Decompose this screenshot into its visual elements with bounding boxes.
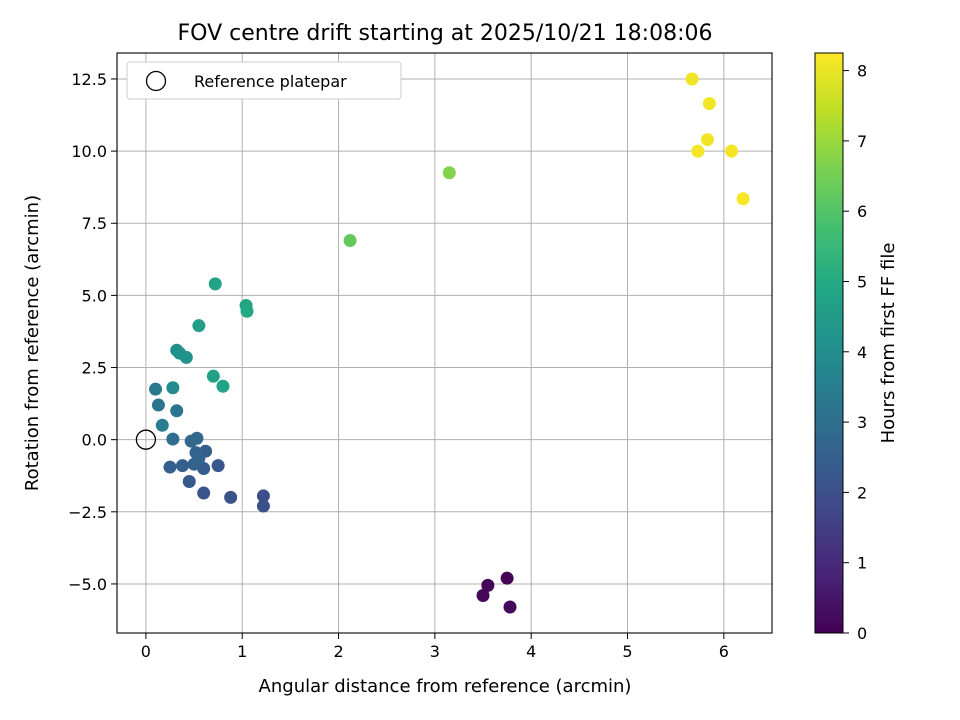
y-tick-label: −5.0 bbox=[68, 575, 107, 594]
data-points bbox=[135, 72, 750, 614]
y-tick-label: 0.0 bbox=[82, 431, 107, 450]
data-point bbox=[179, 350, 193, 364]
colorbar-tick-label: 4 bbox=[857, 343, 867, 362]
data-point bbox=[166, 381, 180, 395]
legend-label: Reference platepar bbox=[194, 72, 347, 91]
data-point bbox=[224, 490, 238, 504]
x-tick-label: 6 bbox=[719, 642, 729, 661]
plot-frame bbox=[116, 52, 773, 634]
data-point bbox=[343, 234, 357, 248]
x-tick-label: 4 bbox=[526, 642, 536, 661]
colorbar-tick-label: 5 bbox=[857, 272, 867, 291]
data-point bbox=[503, 600, 517, 614]
colorbar-tick-label: 1 bbox=[857, 554, 867, 573]
data-point bbox=[481, 578, 495, 592]
y-tick-label: 2.5 bbox=[82, 359, 107, 378]
data-point bbox=[166, 432, 180, 446]
data-point bbox=[685, 72, 699, 86]
x-tick-label: 2 bbox=[333, 642, 343, 661]
data-point bbox=[736, 192, 750, 206]
data-point bbox=[192, 451, 206, 465]
data-point bbox=[182, 475, 196, 489]
data-point bbox=[702, 96, 716, 110]
y-ticks: −5.0 −2.5 0.0 2.5 5.0 7.5 10.0 12.5 bbox=[68, 70, 117, 594]
legend: Reference platepar bbox=[126, 61, 402, 100]
y-tick-label: 12.5 bbox=[71, 70, 107, 89]
data-point bbox=[442, 166, 456, 180]
x-tick-label: 1 bbox=[237, 642, 247, 661]
colorbar-tick-label: 6 bbox=[857, 202, 867, 221]
data-point bbox=[500, 571, 514, 585]
data-point bbox=[149, 382, 163, 396]
x-ticks: 0 1 2 3 4 5 6 bbox=[141, 633, 729, 661]
data-point bbox=[190, 431, 204, 445]
colorbar-tick-label: 3 bbox=[857, 413, 867, 432]
data-point bbox=[170, 404, 184, 418]
data-point bbox=[206, 369, 220, 383]
y-tick-label: −2.5 bbox=[68, 503, 107, 522]
y-tick-label: 7.5 bbox=[82, 214, 107, 233]
colorbar-label: Hours from first FF file bbox=[878, 243, 899, 444]
y-axis-label: Rotation from reference (arcmin) bbox=[22, 195, 43, 491]
data-point bbox=[256, 489, 270, 503]
legend-marker-open-circle bbox=[145, 70, 167, 92]
data-point bbox=[240, 304, 254, 318]
x-tick-label: 3 bbox=[430, 642, 440, 661]
data-point bbox=[476, 588, 490, 602]
x-tick-label: 5 bbox=[622, 642, 632, 661]
data-point bbox=[216, 379, 230, 393]
chart-title: FOV centre drift starting at 2025/10/21 … bbox=[178, 21, 713, 46]
data-point bbox=[700, 133, 714, 147]
data-point bbox=[163, 460, 177, 474]
colorbar-tick-label: 0 bbox=[857, 624, 867, 643]
data-point bbox=[155, 418, 169, 432]
data-point bbox=[256, 499, 270, 513]
x-axis-label: Angular distance from reference (arcmin) bbox=[259, 676, 632, 697]
colorbar-tick-label: 8 bbox=[857, 62, 867, 81]
data-point bbox=[176, 459, 189, 473]
colorbar-gradient bbox=[814, 52, 844, 634]
data-point bbox=[725, 144, 739, 158]
grid bbox=[117, 53, 772, 633]
legend-box bbox=[126, 61, 402, 100]
y-tick-label: 10.0 bbox=[71, 142, 107, 161]
y-tick-label: 5.0 bbox=[82, 286, 107, 305]
x-tick-label: 0 bbox=[141, 642, 151, 661]
colorbar: 0 1 2 3 4 5 6 7 8 Hours from first FF file bbox=[814, 52, 899, 643]
data-point bbox=[208, 277, 222, 291]
data-point bbox=[192, 319, 206, 333]
data-point bbox=[691, 144, 705, 158]
colorbar-ticks: 0 1 2 3 4 5 6 7 8 bbox=[843, 62, 867, 643]
reference-platepar-marker bbox=[135, 429, 157, 450]
data-point bbox=[151, 398, 165, 412]
colorbar-tick-label: 2 bbox=[857, 483, 867, 502]
data-point bbox=[211, 459, 225, 473]
colorbar-tick-label: 7 bbox=[857, 132, 867, 151]
data-point bbox=[197, 486, 211, 500]
